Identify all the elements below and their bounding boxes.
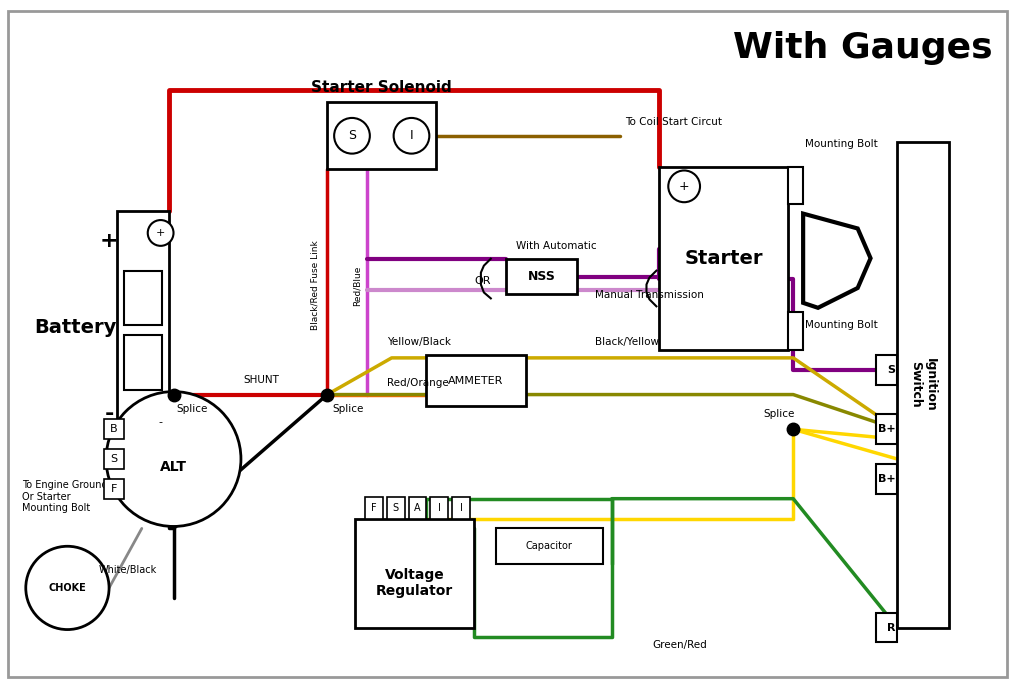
Bar [430, 497, 449, 519]
Text: SHUNT: SHUNT [243, 375, 279, 385]
Bar [496, 528, 603, 564]
Text: ALT: ALT [160, 460, 187, 474]
Text: Starter: Starter [685, 249, 763, 268]
Bar [124, 335, 162, 389]
Text: -: - [159, 418, 163, 427]
Text: R: R [887, 623, 895, 632]
Text: Green/Red: Green/Red [652, 641, 708, 650]
Bar [124, 270, 162, 325]
Polygon shape [803, 213, 870, 308]
Text: Mounting Bolt: Mounting Bolt [805, 320, 878, 330]
Bar [788, 312, 803, 350]
Text: A: A [414, 503, 421, 513]
Text: F: F [371, 503, 377, 513]
Bar [104, 449, 124, 469]
Text: I: I [438, 503, 440, 513]
Bar [409, 497, 426, 519]
Text: Capacitor: Capacitor [526, 541, 572, 551]
Text: White/Black: White/Black [99, 565, 158, 575]
Bar [104, 420, 124, 439]
Bar [876, 355, 897, 385]
Circle shape [393, 118, 429, 153]
Text: +: + [99, 231, 119, 251]
Text: Mounting Bolt: Mounting Bolt [805, 139, 878, 149]
Text: S: S [111, 454, 118, 464]
Text: I: I [460, 503, 463, 513]
Text: Ignition
Switch: Ignition Switch [909, 358, 937, 411]
Text: With Gauges: With Gauges [733, 30, 992, 65]
Bar [117, 211, 169, 444]
Text: S: S [348, 129, 356, 142]
Bar [426, 355, 525, 407]
Text: Yellow/Black: Yellow/Black [387, 337, 451, 347]
Text: To Coil Start Circut: To Coil Start Circut [625, 117, 722, 127]
Text: -: - [104, 405, 114, 424]
Bar [104, 479, 124, 499]
Text: Black/Yellow: Black/Yellow [595, 337, 658, 347]
Text: +: + [679, 180, 689, 193]
Circle shape [147, 409, 173, 436]
Text: Voltage
Regulator: Voltage Regulator [376, 568, 453, 598]
Bar [876, 414, 897, 444]
Text: B+: B+ [878, 424, 895, 434]
Bar [788, 166, 803, 204]
Bar [355, 519, 474, 627]
Bar [387, 497, 404, 519]
Text: Splice: Splice [332, 405, 364, 414]
Text: B: B [111, 424, 118, 434]
Text: To Engine Ground
Or Starter
Mounting Bolt: To Engine Ground Or Starter Mounting Bol… [22, 480, 108, 513]
Text: AMMETER: AMMETER [449, 376, 504, 386]
Text: S: S [888, 365, 895, 375]
Circle shape [106, 391, 241, 526]
Text: I: I [410, 129, 414, 142]
Text: Black/Red Fuse Link: Black/Red Fuse Link [311, 241, 319, 330]
Text: +: + [156, 228, 165, 238]
Text: B+: B+ [878, 474, 895, 484]
Circle shape [147, 220, 173, 246]
Bar [876, 464, 897, 494]
Bar [365, 497, 383, 519]
Bar [328, 102, 436, 169]
Bar [659, 166, 788, 350]
Text: F: F [111, 484, 117, 494]
Bar [506, 259, 578, 294]
Bar [453, 497, 470, 519]
Text: Splice: Splice [176, 405, 208, 414]
Text: CHOKE: CHOKE [48, 583, 86, 593]
Circle shape [669, 171, 700, 202]
Bar [876, 613, 897, 643]
Bar [897, 142, 949, 627]
Text: Red/Orange: Red/Orange [387, 378, 449, 387]
Text: Splice: Splice [764, 409, 795, 420]
Text: S: S [392, 503, 398, 513]
Text: NSS: NSS [527, 270, 555, 283]
Text: Battery: Battery [34, 318, 117, 337]
Circle shape [26, 546, 110, 630]
Circle shape [334, 118, 370, 153]
Text: Manual Transmission: Manual Transmission [595, 290, 703, 301]
Text: Starter Solenoid: Starter Solenoid [311, 80, 453, 95]
Text: With Automatic: With Automatic [516, 241, 596, 251]
Text: OR: OR [474, 275, 490, 286]
Text: Red/Blue: Red/Blue [352, 266, 361, 305]
